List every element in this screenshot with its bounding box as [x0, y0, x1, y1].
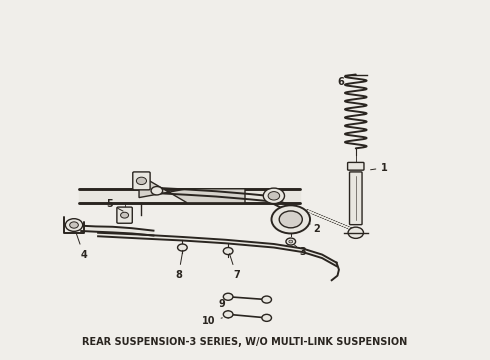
Circle shape	[271, 205, 310, 233]
Polygon shape	[139, 175, 245, 203]
Text: 10: 10	[202, 316, 222, 327]
Circle shape	[177, 244, 187, 251]
Text: REAR SUSPENSION-3 SERIES, W/O MULTI-LINK SUSPENSION: REAR SUSPENSION-3 SERIES, W/O MULTI-LINK…	[82, 337, 408, 347]
Circle shape	[223, 248, 233, 255]
Polygon shape	[98, 233, 337, 266]
Circle shape	[348, 227, 364, 238]
Circle shape	[223, 311, 233, 318]
Circle shape	[262, 314, 271, 321]
Text: 3: 3	[294, 245, 306, 257]
Text: 6: 6	[337, 77, 350, 86]
Text: 4: 4	[76, 234, 87, 260]
Polygon shape	[308, 211, 357, 231]
Circle shape	[223, 293, 233, 300]
Text: 5: 5	[106, 199, 123, 211]
Circle shape	[286, 238, 295, 245]
FancyBboxPatch shape	[117, 207, 132, 223]
Circle shape	[65, 219, 83, 231]
FancyBboxPatch shape	[133, 172, 150, 190]
Circle shape	[268, 192, 280, 200]
Circle shape	[262, 296, 271, 303]
Text: 1: 1	[370, 163, 388, 173]
FancyBboxPatch shape	[347, 162, 364, 170]
Circle shape	[263, 188, 285, 203]
Circle shape	[136, 177, 147, 185]
Circle shape	[289, 240, 293, 243]
Circle shape	[279, 211, 302, 228]
Text: 7: 7	[229, 254, 240, 280]
FancyBboxPatch shape	[349, 172, 362, 225]
Polygon shape	[79, 189, 300, 203]
Polygon shape	[81, 226, 153, 235]
Text: 8: 8	[175, 250, 183, 280]
Circle shape	[121, 212, 128, 218]
Circle shape	[70, 222, 78, 228]
Text: 9: 9	[219, 299, 225, 309]
Text: 2: 2	[310, 224, 319, 234]
Circle shape	[151, 186, 163, 195]
